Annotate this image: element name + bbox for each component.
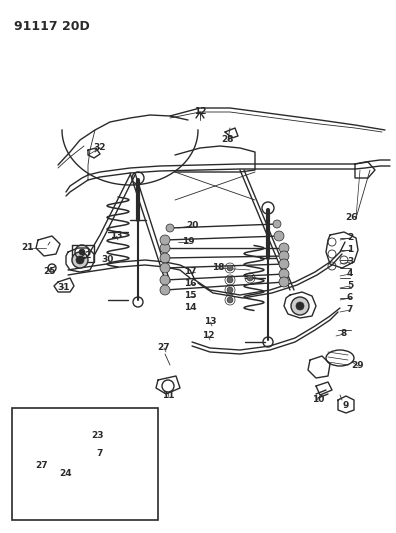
Text: 8: 8: [341, 329, 347, 338]
Text: 17: 17: [184, 268, 196, 277]
Text: 2: 2: [347, 233, 353, 243]
Text: 12: 12: [202, 332, 214, 341]
Text: 7: 7: [97, 449, 103, 458]
Text: 11: 11: [162, 392, 174, 400]
Text: 20: 20: [186, 222, 198, 230]
Text: 10: 10: [312, 395, 324, 405]
Circle shape: [247, 275, 253, 281]
Text: 6: 6: [347, 294, 353, 303]
Circle shape: [279, 259, 289, 269]
Text: 91117 20D: 91117 20D: [14, 20, 90, 33]
Circle shape: [296, 302, 304, 310]
Text: 13: 13: [204, 318, 216, 327]
Circle shape: [160, 275, 170, 285]
Circle shape: [166, 224, 174, 232]
Text: 28: 28: [222, 135, 234, 144]
Circle shape: [72, 252, 88, 268]
Circle shape: [279, 277, 289, 287]
Text: 22: 22: [80, 252, 92, 261]
Circle shape: [160, 253, 170, 263]
Text: 9: 9: [343, 401, 349, 410]
Text: 25: 25: [44, 268, 56, 277]
Text: 13: 13: [110, 231, 122, 240]
Text: 12: 12: [194, 108, 206, 117]
Text: 23: 23: [92, 432, 104, 440]
Text: 15: 15: [184, 292, 196, 301]
Text: 14: 14: [184, 303, 196, 312]
Circle shape: [274, 231, 284, 241]
Text: 31: 31: [58, 284, 70, 293]
Circle shape: [227, 265, 233, 271]
Text: 1: 1: [347, 246, 353, 254]
Text: 19: 19: [182, 238, 194, 246]
Text: 27: 27: [158, 343, 170, 352]
Circle shape: [273, 220, 281, 228]
Text: 4: 4: [347, 270, 353, 279]
Circle shape: [227, 297, 233, 303]
Bar: [12, 408, 158, 520]
Circle shape: [279, 243, 289, 253]
Text: 30: 30: [102, 255, 114, 264]
Text: 26: 26: [346, 214, 358, 222]
Text: 7: 7: [347, 305, 353, 314]
Text: 5: 5: [347, 281, 353, 290]
Text: 18: 18: [212, 263, 224, 272]
Circle shape: [79, 249, 85, 255]
Circle shape: [160, 235, 170, 245]
Circle shape: [160, 243, 170, 253]
Circle shape: [160, 285, 170, 295]
Circle shape: [227, 277, 233, 283]
Circle shape: [291, 297, 309, 315]
Circle shape: [279, 269, 289, 279]
Text: 16: 16: [184, 279, 196, 288]
Circle shape: [160, 263, 170, 273]
Text: 3: 3: [347, 257, 353, 266]
Text: 24: 24: [60, 470, 72, 479]
Circle shape: [76, 256, 84, 264]
Circle shape: [227, 287, 233, 293]
Text: 27: 27: [36, 462, 48, 471]
Text: 29: 29: [352, 361, 364, 370]
Text: 32: 32: [94, 143, 106, 152]
Text: 21: 21: [22, 244, 34, 253]
Circle shape: [279, 251, 289, 261]
